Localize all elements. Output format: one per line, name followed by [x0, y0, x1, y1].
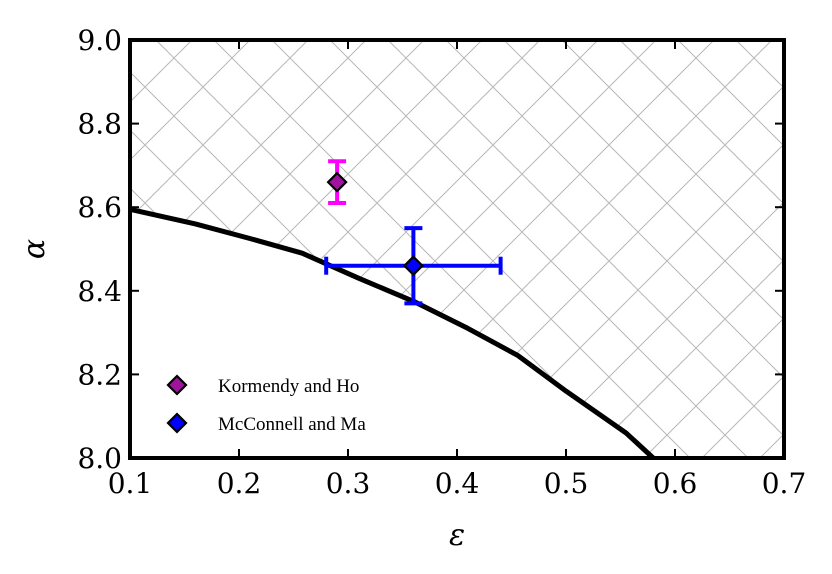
x-axis-label: ε [449, 518, 465, 553]
hatched-allowed-region [130, 40, 784, 458]
data-markers [326, 171, 424, 277]
x-tick-label: 0.6 [653, 467, 698, 500]
y-axis-label: α [17, 239, 52, 259]
x-tick-label: 0.5 [544, 467, 589, 500]
y-tick-label: 8.2 [77, 358, 122, 391]
y-tick-label: 8.4 [77, 275, 122, 308]
y-tick-label: 9.0 [77, 24, 122, 57]
y-tick-label: 8.8 [77, 108, 122, 141]
legend: Kormendy and Ho McConnell and Ma [166, 374, 366, 435]
legend-label: McConnell and Ma [218, 414, 366, 435]
y-axis-ticks: 8.0 8.2 8.4 8.6 8.8 9.0 [77, 24, 784, 475]
legend-marker [166, 374, 188, 396]
legend-label: Kormendy and Ho [218, 376, 359, 397]
x-tick-label: 0.2 [217, 467, 262, 500]
x-axis-ticks: 0.1 0.2 0.3 0.4 0.5 0.6 0.7 [108, 40, 807, 500]
y-tick-label: 8.0 [77, 442, 122, 475]
x-tick-label: 0.1 [108, 467, 153, 500]
x-tick-label: 0.7 [762, 467, 807, 500]
legend-marker [166, 412, 188, 434]
x-tick-label: 0.3 [326, 467, 371, 500]
data-point-marker [326, 171, 348, 193]
data-point-marker [402, 255, 424, 277]
x-tick-label: 0.4 [435, 467, 480, 500]
y-tick-label: 8.6 [77, 191, 122, 224]
